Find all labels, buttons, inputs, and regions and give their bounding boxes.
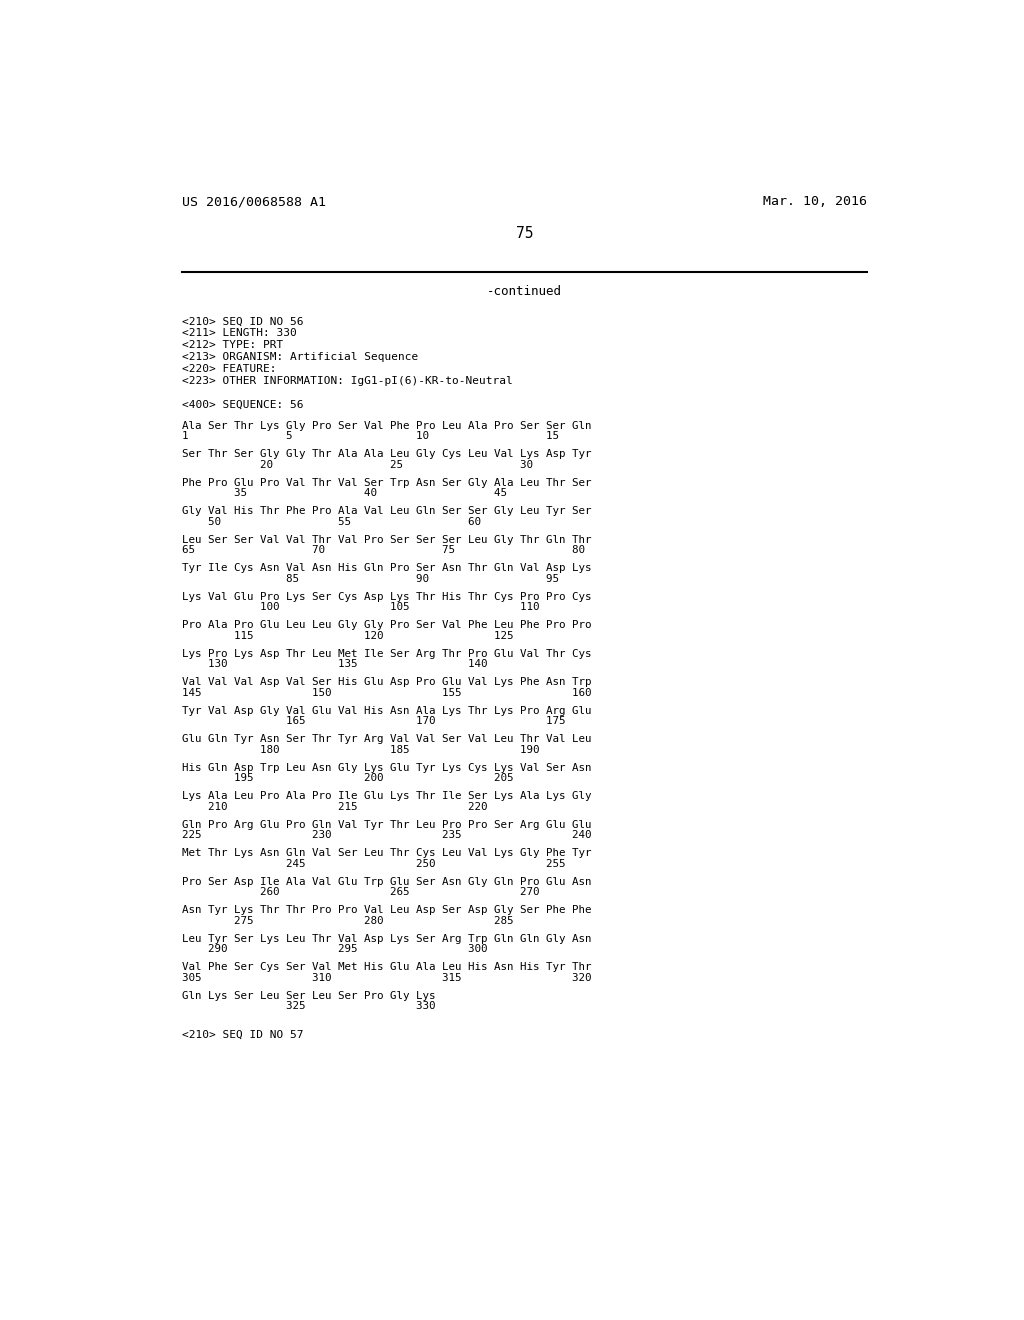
Text: 245                 250                 255: 245 250 255 <box>182 859 565 869</box>
Text: 50                  55                  60: 50 55 60 <box>182 517 481 527</box>
Text: 65                  70                  75                  80: 65 70 75 80 <box>182 545 586 556</box>
Text: 195                 200                 205: 195 200 205 <box>182 774 514 783</box>
Text: Pro Ser Asp Ile Ala Val Glu Trp Glu Ser Asn Gly Gln Pro Glu Asn: Pro Ser Asp Ile Ala Val Glu Trp Glu Ser … <box>182 876 592 887</box>
Text: 20                  25                  30: 20 25 30 <box>182 459 534 470</box>
Text: 305                 310                 315                 320: 305 310 315 320 <box>182 973 592 982</box>
Text: Ala Ser Thr Lys Gly Pro Ser Val Phe Pro Leu Ala Pro Ser Ser Gln: Ala Ser Thr Lys Gly Pro Ser Val Phe Pro … <box>182 421 592 430</box>
Text: <212> TYPE: PRT: <212> TYPE: PRT <box>182 341 284 350</box>
Text: <223> OTHER INFORMATION: IgG1-pI(6)-KR-to-Neutral: <223> OTHER INFORMATION: IgG1-pI(6)-KR-t… <box>182 376 513 385</box>
Text: 325                 330: 325 330 <box>182 1001 436 1011</box>
Text: 75: 75 <box>516 226 534 242</box>
Text: 275                 280                 285: 275 280 285 <box>182 916 514 925</box>
Text: 180                 185                 190: 180 185 190 <box>182 744 540 755</box>
Text: Glu Gln Tyr Asn Ser Thr Tyr Arg Val Val Ser Val Leu Thr Val Leu: Glu Gln Tyr Asn Ser Thr Tyr Arg Val Val … <box>182 734 592 744</box>
Text: 100                 105                 110: 100 105 110 <box>182 602 540 612</box>
Text: 115                 120                 125: 115 120 125 <box>182 631 514 640</box>
Text: 225                 230                 235                 240: 225 230 235 240 <box>182 830 592 841</box>
Text: <210> SEQ ID NO 57: <210> SEQ ID NO 57 <box>182 1030 304 1040</box>
Text: His Gln Asp Trp Leu Asn Gly Lys Glu Tyr Lys Cys Lys Val Ser Asn: His Gln Asp Trp Leu Asn Gly Lys Glu Tyr … <box>182 763 592 772</box>
Text: Lys Val Glu Pro Lys Ser Cys Asp Lys Thr His Thr Cys Pro Pro Cys: Lys Val Glu Pro Lys Ser Cys Asp Lys Thr … <box>182 591 592 602</box>
Text: US 2016/0068588 A1: US 2016/0068588 A1 <box>182 195 327 209</box>
Text: Gln Lys Ser Leu Ser Leu Ser Pro Gly Lys: Gln Lys Ser Leu Ser Leu Ser Pro Gly Lys <box>182 991 436 1001</box>
Text: 165                 170                 175: 165 170 175 <box>182 717 565 726</box>
Text: Val Phe Ser Cys Ser Val Met His Glu Ala Leu His Asn His Tyr Thr: Val Phe Ser Cys Ser Val Met His Glu Ala … <box>182 962 592 973</box>
Text: <210> SEQ ID NO 56: <210> SEQ ID NO 56 <box>182 317 304 326</box>
Text: 260                 265                 270: 260 265 270 <box>182 887 540 898</box>
Text: Phe Pro Glu Pro Val Thr Val Ser Trp Asn Ser Gly Ala Leu Thr Ser: Phe Pro Glu Pro Val Thr Val Ser Trp Asn … <box>182 478 592 488</box>
Text: Asn Tyr Lys Thr Thr Pro Pro Val Leu Asp Ser Asp Gly Ser Phe Phe: Asn Tyr Lys Thr Thr Pro Pro Val Leu Asp … <box>182 906 592 915</box>
Text: Tyr Val Asp Gly Val Glu Val His Asn Ala Lys Thr Lys Pro Arg Glu: Tyr Val Asp Gly Val Glu Val His Asn Ala … <box>182 706 592 715</box>
Text: Ser Thr Ser Gly Gly Thr Ala Ala Leu Gly Cys Leu Val Lys Asp Tyr: Ser Thr Ser Gly Gly Thr Ala Ala Leu Gly … <box>182 449 592 459</box>
Text: 290                 295                 300: 290 295 300 <box>182 944 487 954</box>
Text: Mar. 10, 2016: Mar. 10, 2016 <box>763 195 867 209</box>
Text: 210                 215                 220: 210 215 220 <box>182 801 487 812</box>
Text: Pro Ala Pro Glu Leu Leu Gly Gly Pro Ser Val Phe Leu Phe Pro Pro: Pro Ala Pro Glu Leu Leu Gly Gly Pro Ser … <box>182 620 592 631</box>
Text: Gln Pro Arg Glu Pro Gln Val Tyr Thr Leu Pro Pro Ser Arg Glu Glu: Gln Pro Arg Glu Pro Gln Val Tyr Thr Leu … <box>182 820 592 830</box>
Text: Leu Ser Ser Val Val Thr Val Pro Ser Ser Ser Leu Gly Thr Gln Thr: Leu Ser Ser Val Val Thr Val Pro Ser Ser … <box>182 535 592 545</box>
Text: 85                  90                  95: 85 90 95 <box>182 574 559 583</box>
Text: Lys Ala Leu Pro Ala Pro Ile Glu Lys Thr Ile Ser Lys Ala Lys Gly: Lys Ala Leu Pro Ala Pro Ile Glu Lys Thr … <box>182 792 592 801</box>
Text: 130                 135                 140: 130 135 140 <box>182 659 487 669</box>
Text: Val Val Val Asp Val Ser His Glu Asp Pro Glu Val Lys Phe Asn Trp: Val Val Val Asp Val Ser His Glu Asp Pro … <box>182 677 592 688</box>
Text: <211> LENGTH: 330: <211> LENGTH: 330 <box>182 329 297 338</box>
Text: 35                  40                  45: 35 40 45 <box>182 488 507 499</box>
Text: <213> ORGANISM: Artificial Sequence: <213> ORGANISM: Artificial Sequence <box>182 352 419 362</box>
Text: -continued: -continued <box>487 285 562 298</box>
Text: 145                 150                 155                 160: 145 150 155 160 <box>182 688 592 698</box>
Text: Tyr Ile Cys Asn Val Asn His Gln Pro Ser Asn Thr Gln Val Asp Lys: Tyr Ile Cys Asn Val Asn His Gln Pro Ser … <box>182 564 592 573</box>
Text: Lys Pro Lys Asp Thr Leu Met Ile Ser Arg Thr Pro Glu Val Thr Cys: Lys Pro Lys Asp Thr Leu Met Ile Ser Arg … <box>182 649 592 659</box>
Text: Gly Val His Thr Phe Pro Ala Val Leu Gln Ser Ser Gly Leu Tyr Ser: Gly Val His Thr Phe Pro Ala Val Leu Gln … <box>182 507 592 516</box>
Text: 1               5                   10                  15: 1 5 10 15 <box>182 432 559 441</box>
Text: <220> FEATURE:: <220> FEATURE: <box>182 364 276 374</box>
Text: <400> SEQUENCE: 56: <400> SEQUENCE: 56 <box>182 400 304 409</box>
Text: Leu Tyr Ser Lys Leu Thr Val Asp Lys Ser Arg Trp Gln Gln Gly Asn: Leu Tyr Ser Lys Leu Thr Val Asp Lys Ser … <box>182 933 592 944</box>
Text: Met Thr Lys Asn Gln Val Ser Leu Thr Cys Leu Val Lys Gly Phe Tyr: Met Thr Lys Asn Gln Val Ser Leu Thr Cys … <box>182 849 592 858</box>
